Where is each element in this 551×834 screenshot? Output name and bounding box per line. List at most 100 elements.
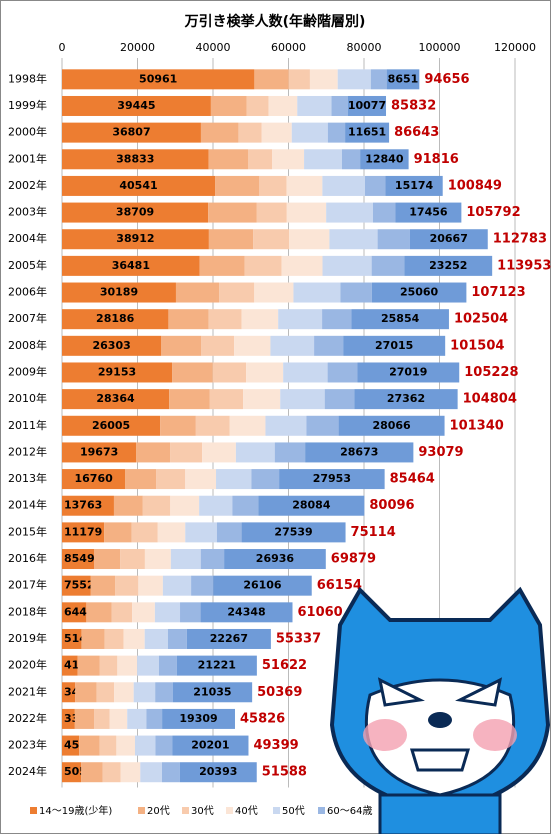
y-tick-label: 2003年 [8,205,47,219]
bar-segment [115,575,139,596]
total-label: 51588 [262,765,307,780]
bar-segment [354,389,458,410]
chart-title: 万引き検挙人数(年齢階層別) [184,13,366,30]
segment-label: 13763 [64,499,102,512]
bar-segment [254,282,294,303]
bar-segment [199,495,233,516]
legend-swatch [318,807,325,814]
bar-segment [306,415,339,436]
bar-segment [274,442,306,463]
bar-segment [175,282,220,303]
bar-segment [258,495,365,516]
segment-label: 19309 [179,712,217,725]
bar-segment [208,229,254,250]
bar-segment [185,469,217,490]
bar-segment [131,522,158,543]
bar-segment [62,282,176,303]
legend-label: 40代 [235,805,258,817]
bar-segment [172,362,213,383]
bar-segment [142,495,171,516]
bar-segment [191,575,214,596]
total-label: 51622 [262,658,307,673]
bar-segment [291,122,328,143]
segment-label: 20667 [430,232,468,245]
bar-segment [195,415,230,436]
bar-segment [371,282,467,303]
bar-segment [62,122,201,143]
y-tick-label: 2011年 [8,418,47,432]
bar-segment [133,682,156,703]
y-tick-label: 2006年 [8,285,47,299]
bar-segment [199,255,245,276]
bar-segment [208,309,242,330]
bar-segment [94,708,110,729]
bar-segment [62,415,161,436]
bar-segment [157,522,186,543]
total-label: 93079 [418,445,463,460]
y-tick-label: 2016年 [8,551,47,565]
bar-segment [156,469,186,490]
bar-segment [272,149,305,170]
bar-segment [123,628,145,649]
bar-segment [127,708,147,729]
mascot [329,586,551,834]
bar-segment [170,442,203,463]
total-label: 101340 [450,418,504,433]
bar-segment [371,255,405,276]
y-tick-label: 2021年 [8,684,47,698]
segment-label: 23252 [429,259,467,272]
bar-segment [162,575,192,596]
bar-segment [370,69,387,90]
bar-segment [351,309,449,330]
bar-segment [172,735,249,756]
bar-segment [385,175,443,196]
bar-segment [254,69,289,90]
bar-segment [77,655,100,676]
bar-segment [62,69,255,90]
bar-segment [327,122,346,143]
bar-segment [309,69,338,90]
bar-segment [75,682,97,703]
total-label: 102504 [454,312,508,327]
legend-label: 14～19歳(少年) [39,804,112,817]
bar-segment [377,229,410,250]
bar-segment [62,389,170,410]
x-tick-label: 120000 [494,41,536,54]
bar-segment [62,708,75,729]
bar-segment [305,442,414,463]
bar-segment [234,335,271,356]
bar-segment [125,469,157,490]
bar-segment [62,762,82,783]
segment-label: 26005 [92,419,130,432]
segment-label: 50961 [139,72,177,85]
total-label: 86643 [394,125,439,140]
bar-segment [140,762,162,783]
y-tick-label: 2009年 [8,364,47,378]
segment-label: 10077 [348,99,386,112]
bar-segment [331,95,348,116]
bar-segment [200,549,225,570]
bar-segment [364,175,386,196]
total-label: 80096 [369,498,414,513]
total-label: 75114 [351,525,396,540]
total-label: 112783 [493,232,547,247]
segment-label: 28673 [340,445,378,458]
segment-label: 25060 [400,286,439,299]
segment-label: 38912 [116,232,154,245]
x-tick-label: 100000 [419,41,461,54]
bar-segment [247,149,273,170]
total-label: 85832 [391,98,436,113]
bar-segment [62,602,87,623]
x-tick-label: 0 [59,41,66,54]
segment-label: 16760 [74,472,113,485]
total-label: 55337 [276,631,321,646]
total-label: 100849 [448,178,502,193]
bar-segment [219,282,255,303]
bar-segment [120,549,145,570]
bar-segment [62,682,76,703]
y-tick-label: 2004年 [8,231,47,245]
bar-segment [136,442,171,463]
bar-segment [404,255,493,276]
bar-segment [304,149,342,170]
